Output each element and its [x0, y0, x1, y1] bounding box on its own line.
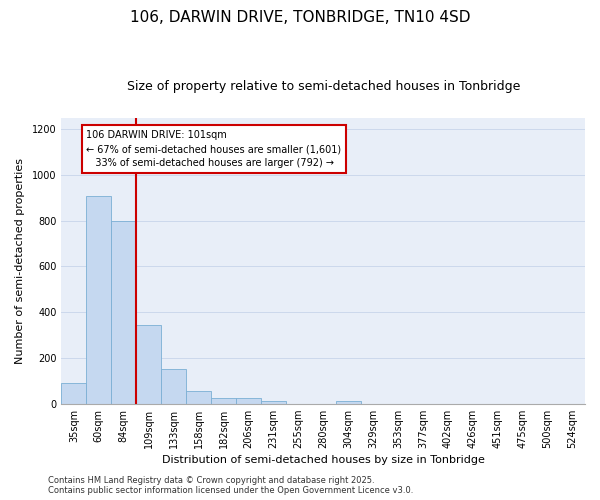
Bar	[161, 370, 186, 404]
Bar	[86, 196, 111, 404]
Bar	[335, 401, 361, 404]
X-axis label: Distribution of semi-detached houses by size in Tonbridge: Distribution of semi-detached houses by …	[162, 455, 485, 465]
Text: 106, DARWIN DRIVE, TONBRIDGE, TN10 4SD: 106, DARWIN DRIVE, TONBRIDGE, TN10 4SD	[130, 10, 470, 25]
Text: 106 DARWIN DRIVE: 101sqm
← 67% of semi-detached houses are smaller (1,601)
   33: 106 DARWIN DRIVE: 101sqm ← 67% of semi-d…	[86, 130, 341, 168]
Title: Size of property relative to semi-detached houses in Tonbridge: Size of property relative to semi-detach…	[127, 80, 520, 93]
Y-axis label: Number of semi-detached properties: Number of semi-detached properties	[15, 158, 25, 364]
Bar	[236, 398, 261, 404]
Bar	[261, 402, 286, 404]
Bar	[61, 383, 86, 404]
Bar	[211, 398, 236, 404]
Bar	[111, 220, 136, 404]
Text: Contains HM Land Registry data © Crown copyright and database right 2025.
Contai: Contains HM Land Registry data © Crown c…	[48, 476, 413, 495]
Bar	[186, 391, 211, 404]
Bar	[136, 325, 161, 404]
